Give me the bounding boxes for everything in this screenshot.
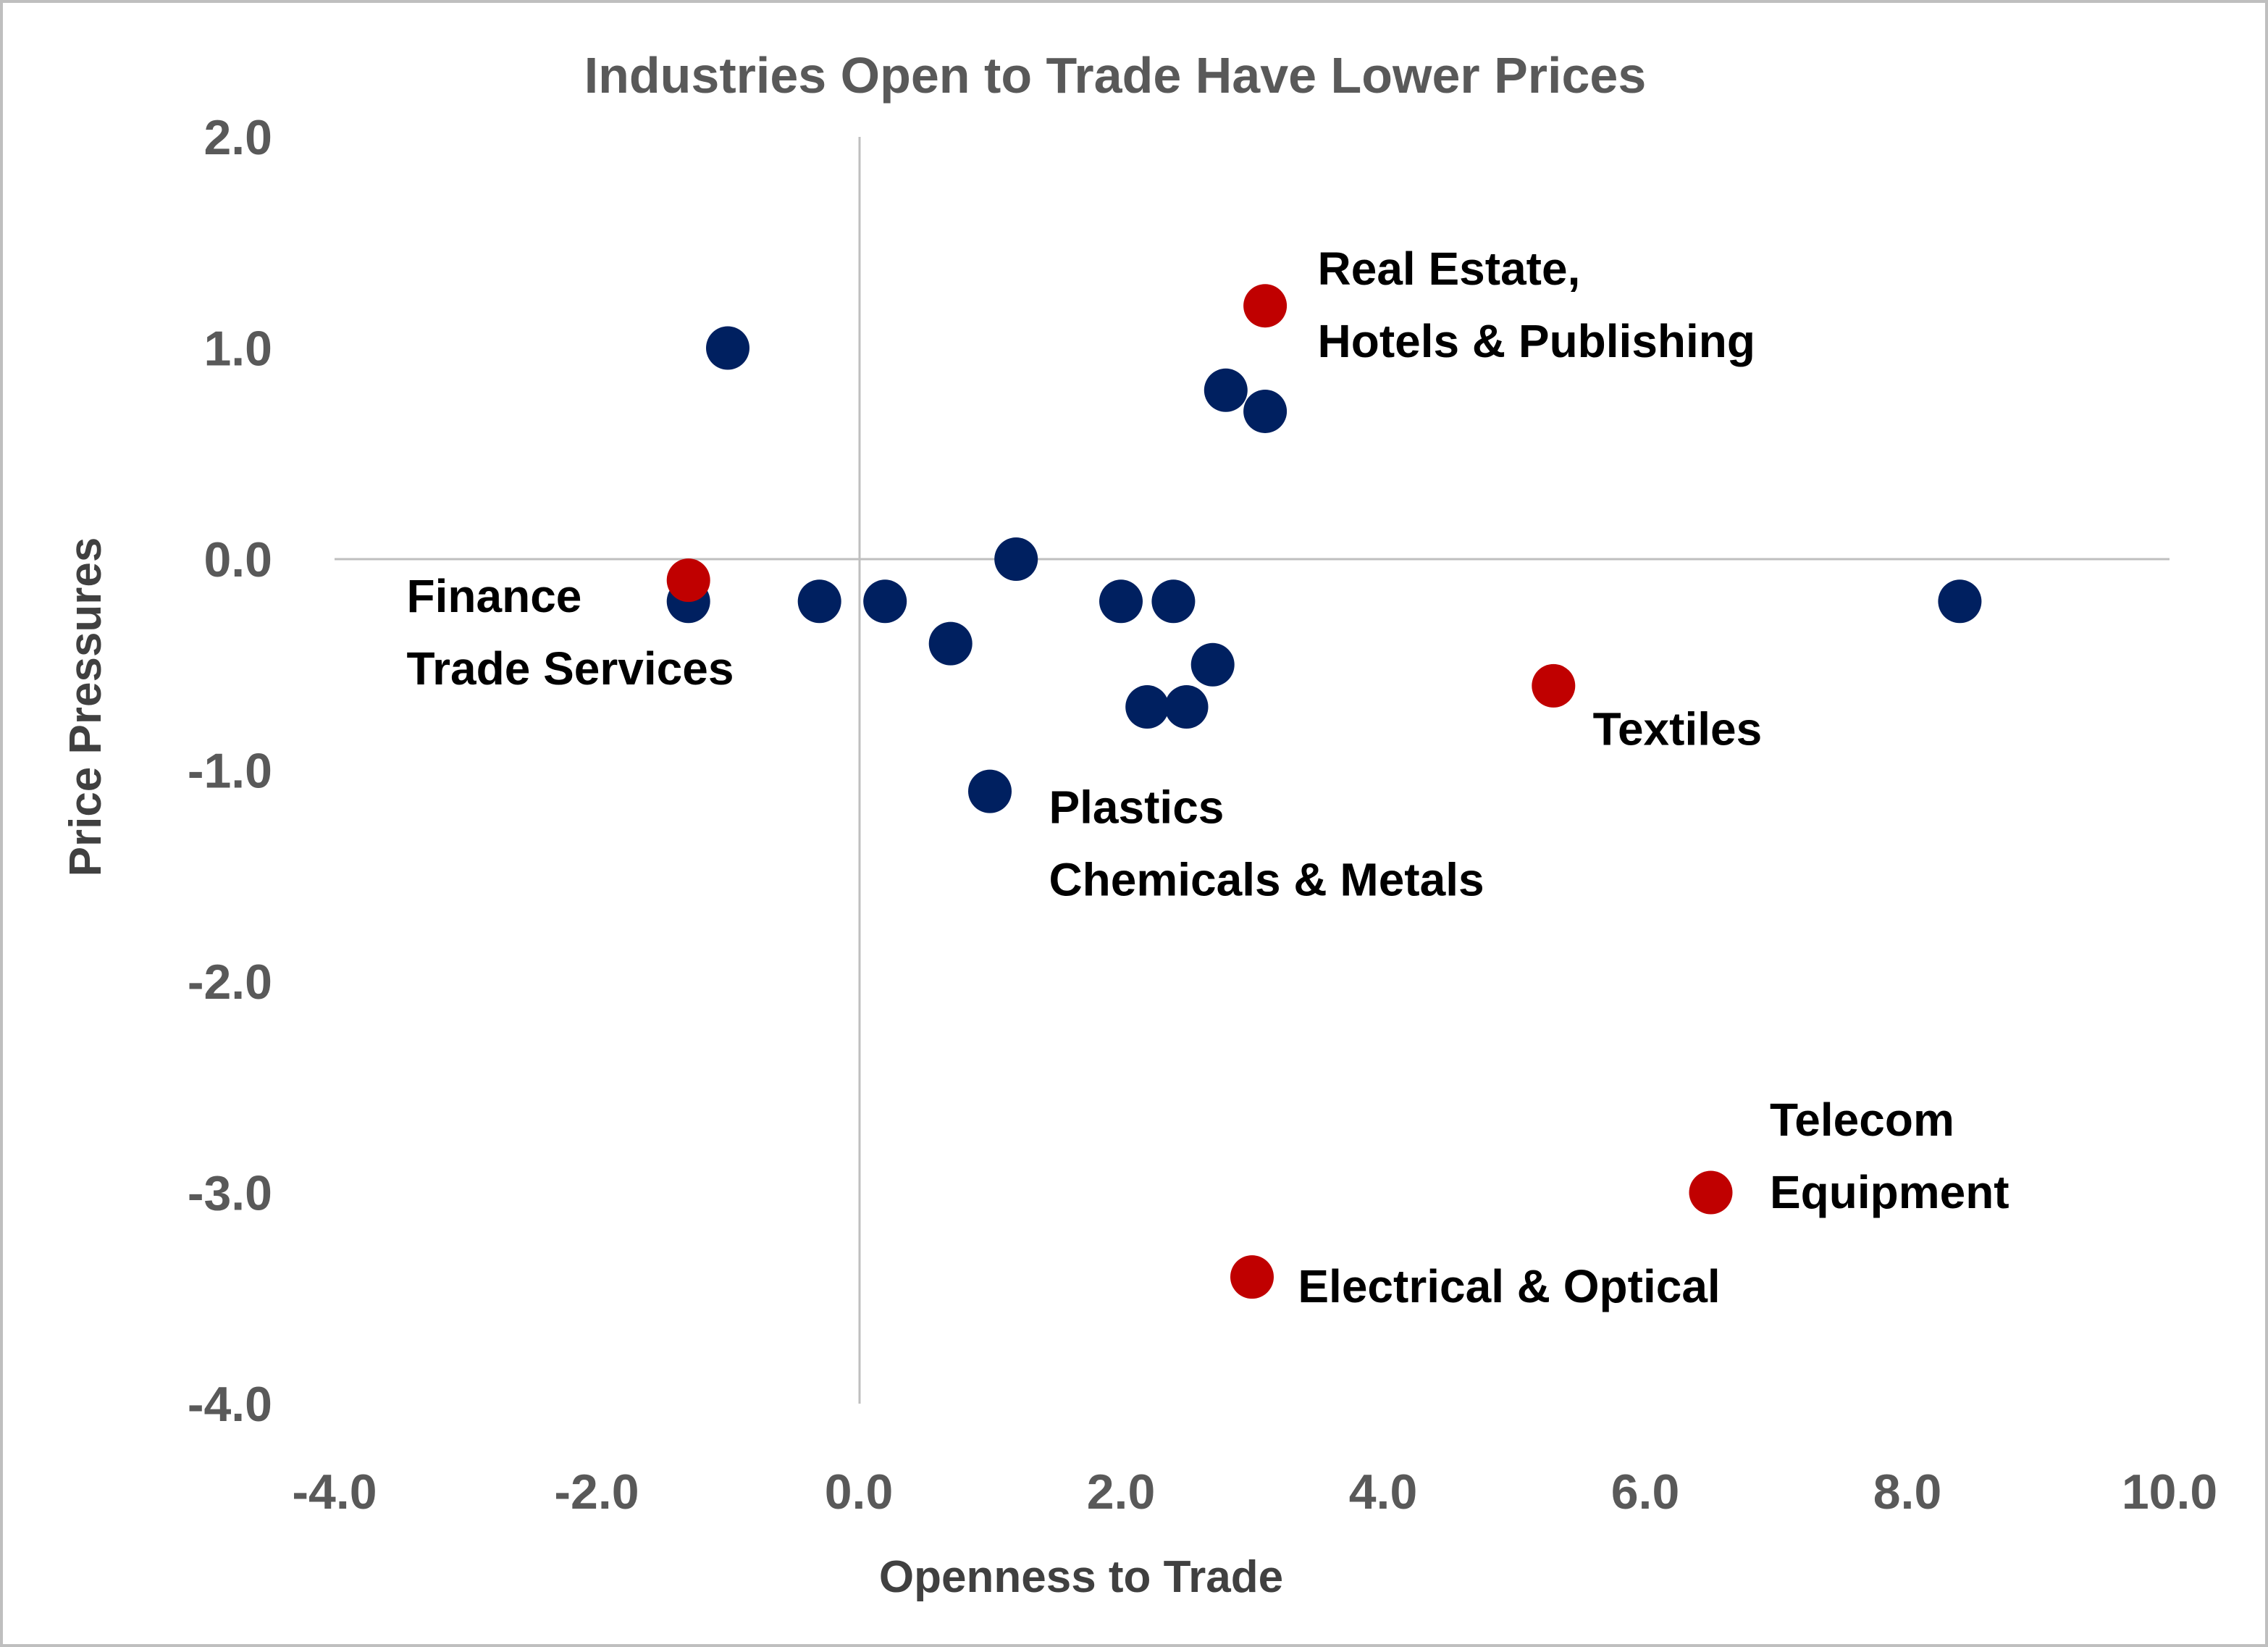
point-annotations: Real Estate, Hotels & Publishing Finance Tr…	[407, 243, 2009, 1312]
annotation-label: Textiles	[1593, 703, 1763, 755]
x-tick-label: 10.0	[2122, 1464, 2217, 1520]
x-axis-title: Openness to Trade	[879, 1552, 1283, 1602]
data-point	[706, 326, 749, 370]
highlighted-data-point	[1230, 1255, 1274, 1299]
annotation-label: Hotels & Publishing	[1318, 315, 1755, 367]
y-axis-ticks: 2.0 1.0 0.0 -1.0 -2.0 -3.0 -4.0	[188, 110, 272, 1432]
x-tick-label: 6.0	[1611, 1464, 1680, 1520]
annotation-label: Plastics	[1049, 781, 1224, 833]
annotation-label: Finance	[407, 570, 582, 622]
annotation-label: Trade Services	[407, 642, 734, 695]
x-tick-label: -2.0	[554, 1464, 639, 1520]
data-point	[1151, 579, 1196, 624]
data-point	[968, 769, 1012, 813]
data-point	[863, 579, 907, 624]
data-point	[1164, 685, 1209, 729]
annotation-label: Electrical & Optical	[1298, 1260, 1720, 1312]
data-point	[928, 621, 973, 666]
data-point	[1125, 685, 1169, 729]
x-axis-ticks: -4.0 -2.0 0.0 2.0 4.0 6.0 8.0 10.0	[292, 1464, 2217, 1520]
data-point	[1204, 368, 1248, 412]
annotation-label: Real Estate,	[1318, 243, 1581, 295]
y-tick-label: 0.0	[203, 532, 272, 587]
highlighted-data-point	[1532, 663, 1576, 708]
y-tick-label: -3.0	[188, 1166, 272, 1221]
y-tick-label: 2.0	[203, 110, 272, 165]
y-tick-label: -4.0	[188, 1377, 272, 1432]
annotation-label: Chemicals & Metals	[1049, 853, 1484, 905]
y-tick-label: 1.0	[203, 322, 272, 377]
annotation-label: Equipment	[1770, 1166, 2009, 1218]
annotation-label: Telecom	[1770, 1094, 1954, 1146]
y-tick-label: -1.0	[188, 744, 272, 799]
data-point	[1190, 642, 1235, 687]
data-point	[994, 537, 1038, 581]
data-points	[666, 284, 1982, 1299]
data-point	[1938, 579, 1982, 624]
x-tick-label: 4.0	[1349, 1464, 1418, 1520]
y-tick-label: -2.0	[188, 955, 272, 1010]
x-tick-label: 8.0	[1873, 1464, 1942, 1520]
x-tick-label: 2.0	[1087, 1464, 1156, 1520]
data-point	[1243, 389, 1288, 433]
data-point	[797, 579, 841, 624]
y-axis-title: Price Pressures	[61, 537, 111, 877]
data-point	[1099, 579, 1143, 624]
x-tick-label: 0.0	[825, 1464, 894, 1520]
highlighted-data-point	[1243, 284, 1288, 328]
x-tick-label: -4.0	[292, 1464, 377, 1520]
highlighted-data-point	[666, 558, 710, 603]
chart-title: Industries Open to Trade Have Lower Pric…	[584, 47, 1647, 104]
highlighted-data-point	[1689, 1170, 1733, 1215]
